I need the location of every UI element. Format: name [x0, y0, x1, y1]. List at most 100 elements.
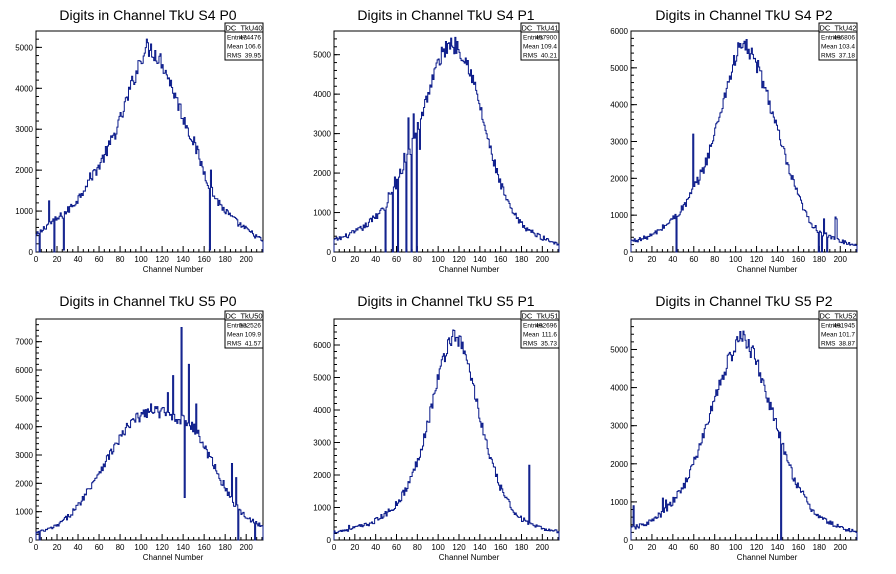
stats-value: 457900	[535, 35, 557, 42]
x-tick-label: 40	[371, 543, 380, 552]
y-tick-label: 0	[327, 536, 332, 545]
histogram-line	[333, 329, 560, 540]
stats-box	[224, 310, 264, 349]
histogram-panel: Digits in Channel TkU S4 P0 0 20 40 60 80 100 1…	[15, 7, 264, 274]
x-tick-label: 80	[710, 543, 719, 552]
stats-label: Mean	[523, 44, 540, 51]
histogram-panel: Digits in Channel TkU S5 P0 0 20 40 60 80 100 1…	[15, 293, 264, 562]
x-tick-label: 180	[218, 543, 232, 552]
x-tick-label: 160	[792, 543, 806, 552]
x-axis-label: Channel Number	[737, 265, 798, 274]
panel-title: Digits in Channel TkU S4 P0	[59, 7, 236, 23]
x-tick-label: 20	[350, 543, 359, 552]
stats-histogram-name: DC_TkU42	[819, 24, 856, 33]
stats-box	[520, 22, 560, 61]
stats-label: Entries	[227, 35, 248, 42]
y-tick-label: 4000	[313, 90, 331, 99]
x-axis-label: Channel Number	[439, 553, 500, 562]
stats-value: 40.21	[541, 53, 558, 60]
x-tick-label: 200	[240, 255, 254, 264]
x-tick-label: 40	[74, 543, 83, 552]
histogram-panel: Digits in Channel TkU S4 P1 0 20 40 60 80 100 1…	[313, 7, 560, 274]
x-axis-label: Channel Number	[143, 553, 204, 562]
y-tick-label: 3000	[313, 130, 331, 139]
stats-label: Entries	[523, 35, 544, 42]
x-tick-label: 160	[792, 255, 806, 264]
stats-label: RMS	[523, 53, 538, 60]
y-tick-label: 1000	[15, 508, 33, 517]
stats-box	[818, 310, 858, 349]
y-tick-label: 1000	[313, 209, 331, 218]
histogram-line	[35, 38, 264, 253]
stats-label: Mean	[227, 44, 244, 51]
x-tick-label: 180	[515, 543, 529, 552]
plot-frame	[35, 318, 264, 541]
x-tick-label: 100	[729, 543, 743, 552]
x-tick-label: 160	[494, 543, 508, 552]
x-tick-label: 20	[53, 543, 62, 552]
x-tick-label: 40	[668, 543, 677, 552]
stats-value: 106.6	[245, 44, 262, 51]
x-tick-label: 140	[176, 255, 190, 264]
x-tick-label: 140	[473, 255, 487, 264]
plot-frame	[630, 318, 858, 541]
stats-label: Entries	[227, 323, 248, 330]
y-tick-label: 3000	[15, 451, 33, 460]
x-axis-label: Channel Number	[439, 265, 500, 274]
y-tick-label: 6000	[610, 27, 628, 36]
stats-value: 496806	[833, 35, 855, 42]
x-tick-label: 20	[350, 255, 359, 264]
x-tick-label: 80	[413, 255, 422, 264]
y-tick-label: 5000	[610, 345, 628, 354]
x-tick-label: 20	[647, 543, 656, 552]
x-tick-label: 40	[668, 255, 677, 264]
stats-histogram-name: DC_TkU41	[521, 24, 558, 33]
x-tick-label: 140	[771, 543, 785, 552]
y-tick-label: 1000	[610, 211, 628, 220]
stats-label: Entries	[821, 323, 842, 330]
stats-value: 103.4	[839, 44, 856, 51]
stats-box	[224, 22, 264, 61]
x-axis-label: Channel Number	[737, 553, 798, 562]
y-tick-label: 1000	[15, 207, 33, 216]
stats-box	[520, 310, 560, 349]
stats-value: 101.7	[839, 332, 856, 339]
histogram-panel: Digits in Channel TkU S4 P2 0 20 40 60 80 100 1…	[610, 7, 858, 274]
stats-value: 109.9	[245, 332, 262, 339]
y-tick-label: 0	[624, 248, 629, 257]
plot-frame	[35, 30, 264, 253]
x-tick-label: 120	[155, 255, 169, 264]
y-tick-label: 0	[327, 248, 332, 257]
y-tick-label: 4000	[313, 406, 331, 415]
stats-value: 37.18	[839, 53, 856, 60]
y-tick-label: 6000	[313, 341, 331, 350]
y-tick-label: 3000	[15, 125, 33, 134]
x-tick-label: 200	[536, 255, 550, 264]
plot-frame	[333, 318, 560, 541]
x-tick-label: 100	[729, 255, 743, 264]
x-tick-label: 60	[95, 255, 104, 264]
stats-histogram-name: DC_TkU50	[225, 312, 262, 321]
y-tick-label: 5000	[313, 51, 331, 60]
histogram-line	[630, 38, 858, 253]
panel-title: Digits in Channel TkU S5 P0	[59, 293, 236, 309]
panel-title: Digits in Channel TkU S5 P2	[655, 293, 832, 309]
y-tick-label: 5000	[15, 43, 33, 52]
stats-value: 41.57	[245, 341, 262, 348]
x-tick-label: 60	[95, 543, 104, 552]
y-tick-label: 3000	[610, 422, 628, 431]
histogram-panel: Digits in Channel TkU S5 P2 0 20 40 60 80 100 1…	[610, 293, 858, 562]
x-tick-label: 160	[197, 543, 211, 552]
histogram-line	[630, 330, 858, 541]
x-tick-label: 100	[431, 255, 445, 264]
plot-frame	[333, 30, 560, 253]
stats-value: 492696	[535, 323, 557, 330]
x-tick-label: 80	[413, 543, 422, 552]
stats-value: 38.87	[839, 341, 856, 348]
stats-label: RMS	[523, 341, 538, 348]
x-tick-label: 120	[452, 255, 466, 264]
y-tick-label: 3000	[610, 138, 628, 147]
stats-label: RMS	[227, 53, 242, 60]
x-tick-label: 100	[431, 543, 445, 552]
